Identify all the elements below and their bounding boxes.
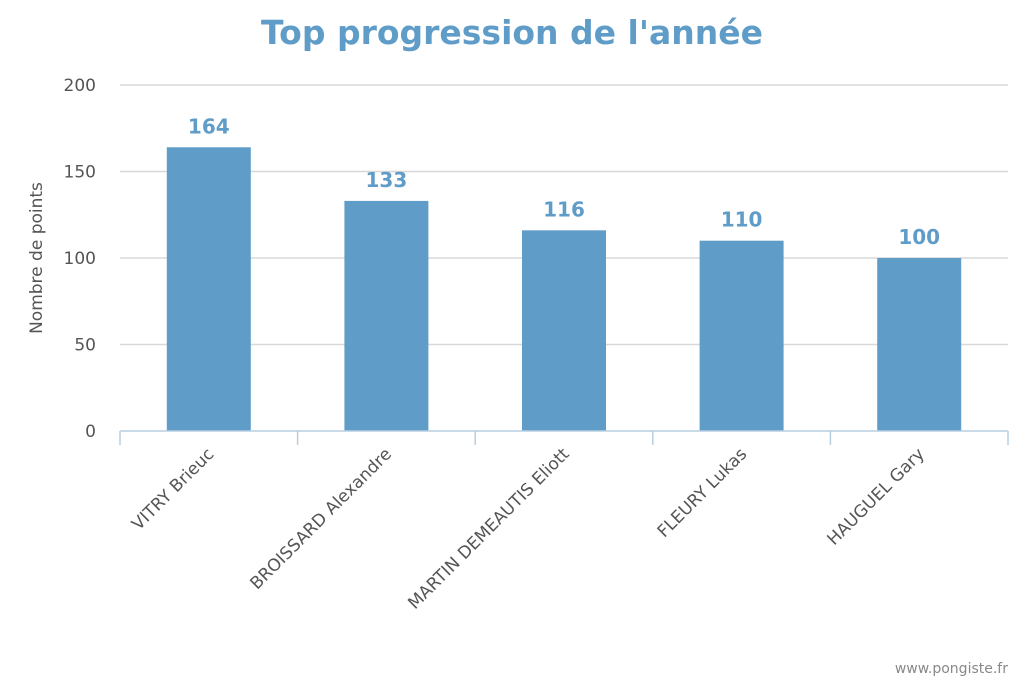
x-axis-labels: VITRY Brieuc BROISSARD Alexandre MARTIN DE… — [128, 444, 929, 613]
credit-link[interactable]: www.pongiste.fr — [895, 661, 1008, 677]
data-label: 133 — [366, 168, 408, 192]
y-tick-label: 200 — [64, 76, 96, 96]
data-label: 116 — [543, 197, 585, 221]
bars — [166, 147, 962, 431]
y-axis-ticks: 0 50 100 150 200 — [64, 76, 96, 442]
y-tick-label: 0 — [85, 422, 96, 442]
y-tick-label: 50 — [74, 336, 96, 356]
data-labels: 164 133 116 110 100 — [188, 114, 940, 249]
x-tick-label: HAUGUEL Gary — [824, 444, 929, 549]
bar — [699, 240, 784, 431]
data-label: 110 — [721, 208, 763, 232]
x-tick-label: BROISSARD Alexandre — [246, 444, 395, 593]
x-tick-label: MARTIN DEMEAUTIS Eliott — [404, 444, 573, 613]
y-tick-label: 100 — [64, 249, 96, 269]
x-tick-label: VITRY Brieuc — [128, 444, 218, 534]
data-label: 100 — [898, 225, 940, 249]
bar — [877, 258, 962, 431]
y-tick-label: 150 — [64, 163, 96, 183]
bar — [522, 230, 606, 431]
x-tick-label: FLEURY Lukas — [654, 444, 751, 541]
x-axis-ticks — [119, 431, 1009, 445]
bar — [344, 200, 429, 431]
y-axis-label: Nombre de points — [27, 182, 47, 334]
data-label: 164 — [188, 114, 230, 138]
bar — [166, 147, 251, 431]
chart-title: Top progression de l'année — [261, 13, 763, 52]
